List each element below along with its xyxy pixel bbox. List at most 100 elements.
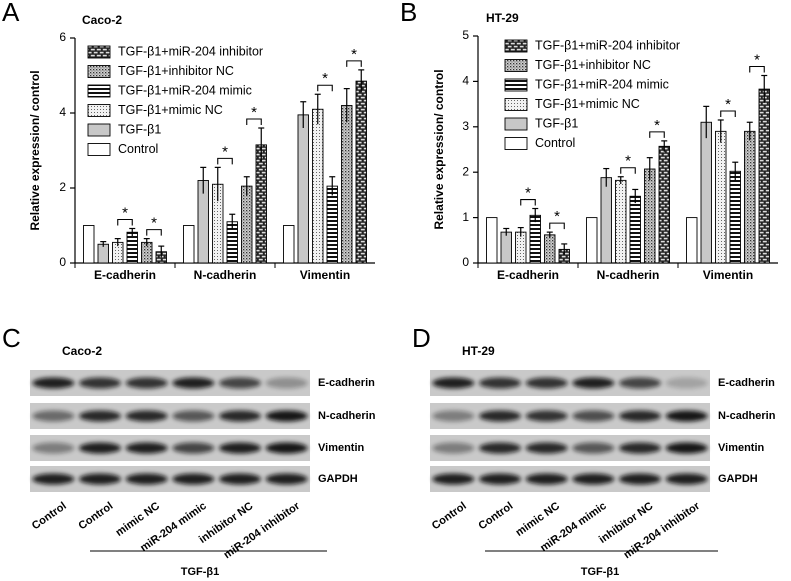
- blot-band: [172, 410, 215, 422]
- x-tick-label: E-cadherin: [497, 268, 559, 282]
- band-label: Vimentin: [318, 442, 365, 454]
- band-label: Vimentin: [718, 442, 765, 454]
- bar: [629, 195, 641, 264]
- error-bar: [646, 157, 653, 181]
- bar: [744, 130, 756, 264]
- blot-strip: [430, 466, 710, 492]
- error-bar: [617, 176, 624, 185]
- significance-star: *: [351, 46, 357, 63]
- blot-band: [432, 377, 475, 389]
- blot-strip: [30, 435, 310, 461]
- band-label: N-cadherin: [718, 410, 776, 422]
- panel-letter: B: [400, 0, 417, 27]
- significance-star: *: [322, 70, 328, 87]
- group-label: TGF-β1: [181, 566, 220, 578]
- bar: [529, 214, 541, 264]
- error-bar: [561, 243, 568, 255]
- blot-band: [79, 442, 121, 454]
- error-bar: [158, 245, 165, 258]
- y-tick-label: 2: [462, 164, 469, 178]
- error-bar: [732, 161, 739, 181]
- legend-label: TGF-β1+miR-204 mimic: [535, 77, 669, 91]
- lane-label: Control: [76, 500, 115, 532]
- panel-letter: D: [412, 323, 431, 353]
- error-bar: [200, 166, 207, 194]
- error-bar: [532, 207, 539, 223]
- error-bar: [603, 167, 610, 187]
- bar: [283, 225, 295, 264]
- blot-band: [572, 377, 615, 389]
- blot-band: [665, 377, 708, 389]
- error-bar: [314, 93, 321, 125]
- blot-band: [265, 442, 308, 454]
- legend-label: TGF-β1+mimic NC: [535, 97, 640, 111]
- blot-band: [79, 410, 121, 422]
- blot-band: [125, 442, 168, 454]
- blot-band: [79, 473, 121, 485]
- bar: [686, 217, 698, 264]
- significance-star: *: [122, 204, 128, 221]
- legend-label: TGF-β1: [535, 116, 578, 130]
- bar: [615, 179, 627, 264]
- error-bar: [243, 176, 250, 196]
- error-bar: [517, 226, 524, 237]
- bar: [297, 114, 309, 264]
- significance-bracket: [720, 110, 736, 117]
- blot-band: [525, 377, 568, 389]
- bar: [255, 144, 267, 264]
- significance-bracket: [749, 65, 765, 73]
- bar: [241, 185, 253, 264]
- y-tick-label: 4: [59, 105, 66, 119]
- blot-band: [665, 442, 708, 454]
- blot-band: [32, 442, 75, 454]
- blot-band: [619, 377, 661, 389]
- bar: [183, 225, 195, 264]
- significance-star: *: [251, 104, 257, 121]
- significance-bracket: [246, 118, 262, 125]
- legend-swatch: [504, 137, 528, 150]
- significance-bracket: [117, 218, 133, 226]
- bar: [658, 145, 670, 264]
- panel-letter: C: [2, 323, 21, 353]
- y-tick-label: 5: [462, 28, 469, 42]
- significance-bracket: [649, 131, 665, 138]
- bar: [600, 177, 612, 264]
- bar: [341, 105, 353, 264]
- legend-swatch: [87, 84, 111, 98]
- x-tick-label: Vimentin: [703, 268, 753, 282]
- significance-bracket: [520, 198, 536, 206]
- band-label: E-cadherin: [318, 377, 375, 389]
- error-bar: [761, 74, 768, 103]
- error-bar: [546, 231, 553, 238]
- blot-band: [525, 473, 568, 485]
- lane-label: Control: [30, 500, 69, 532]
- legend-label: TGF-β1+miR-204 inhibitor: [118, 44, 263, 58]
- blot-band: [265, 473, 308, 485]
- y-tick-label: 6: [59, 30, 66, 44]
- band-label: N-cadherin: [318, 410, 376, 422]
- panel-letter: A: [2, 0, 20, 27]
- bar: [97, 243, 109, 264]
- y-tick-label: 0: [462, 255, 469, 269]
- significance-bracket: [620, 167, 636, 174]
- blot-band: [125, 410, 168, 422]
- band-label: E-cadherin: [718, 377, 775, 389]
- lane-label: Control: [430, 500, 469, 532]
- blot-band: [619, 410, 661, 422]
- blot-band: [172, 473, 215, 485]
- significance-star: *: [151, 215, 157, 232]
- bar: [700, 121, 712, 264]
- blot-band: [665, 410, 708, 422]
- blot-band: [432, 442, 475, 454]
- significance-star: *: [625, 153, 631, 170]
- legend-swatch: [504, 78, 528, 92]
- blot-band: [265, 377, 308, 389]
- blot-band: [479, 410, 521, 422]
- error-bar: [358, 69, 365, 93]
- legend-label: TGF-β1: [118, 122, 161, 136]
- significance-bracket: [346, 60, 362, 67]
- blot-band: [479, 377, 521, 389]
- blot-strip: [30, 403, 310, 429]
- error-bar: [143, 238, 150, 247]
- bar: [312, 108, 324, 264]
